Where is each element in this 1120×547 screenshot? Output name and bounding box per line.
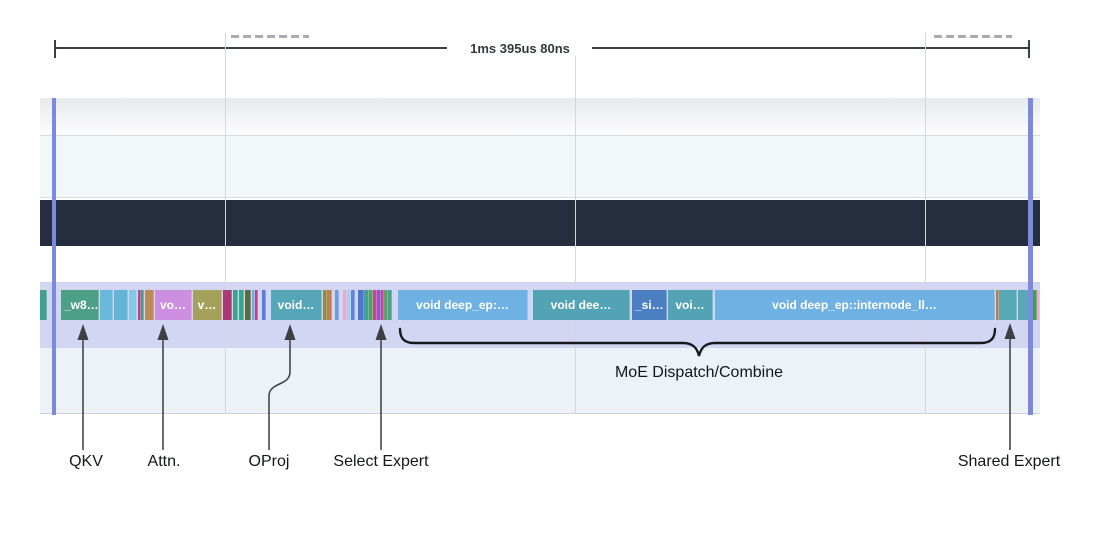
ruler-start-tick	[54, 40, 56, 58]
ruler-duration-label: 1ms 395us 80ns	[470, 41, 570, 56]
kernel-slice[interactable]	[114, 290, 128, 320]
kernel-slice[interactable]	[239, 290, 244, 320]
kernel-track: _w8… vo… v… void… void deep_ep:… void dee… _si…	[0, 290, 1120, 320]
kernel-slice[interactable]	[381, 290, 384, 320]
kernel-slice[interactable]	[377, 290, 381, 320]
kernel-slice[interactable]	[100, 290, 113, 320]
kernel-slice[interactable]	[364, 290, 369, 320]
timeline-rows	[40, 98, 1040, 415]
kernel-slice[interactable]: vo…	[155, 290, 192, 320]
kernel-slice-label: _si…	[635, 298, 664, 312]
kernel-slice[interactable]	[996, 290, 999, 320]
kernel-slice[interactable]	[999, 290, 1017, 320]
kernel-slice[interactable]	[233, 290, 238, 320]
kernel-slice[interactable]	[358, 290, 364, 320]
kernel-slice[interactable]	[369, 290, 373, 320]
ruler-end-tick	[1028, 40, 1030, 58]
kernel-slice-label: void…	[277, 298, 315, 312]
track-row-empty[interactable]	[40, 136, 1040, 198]
kernel-slice-label: void deep_ep:…	[416, 298, 509, 312]
ruler-line-right	[592, 47, 1029, 49]
kernel-slice[interactable]: v…	[193, 290, 222, 320]
kernel-slice[interactable]	[1037, 290, 1040, 320]
select-expert-label: Select Expert	[333, 453, 429, 470]
track-group-header-band[interactable]	[40, 200, 1040, 246]
oproj-label: OProj	[248, 453, 290, 470]
kernel-slice[interactable]	[373, 290, 377, 320]
kernel-slice-label: _w8…	[64, 298, 98, 312]
kernel-slice[interactable]	[223, 290, 232, 320]
kernel-slice[interactable]	[343, 290, 347, 320]
kernel-slice[interactable]	[129, 290, 137, 320]
kernel-slice[interactable]: void deep_ep::internode_ll…	[715, 290, 995, 320]
kernel-slice[interactable]	[145, 290, 154, 320]
time-gridline	[225, 33, 226, 414]
moe-dispatch-combine-label: MoE Dispatch/Combine	[614, 364, 784, 381]
kernel-slice-label: vo…	[159, 298, 186, 312]
kernel-slice[interactable]	[141, 290, 144, 320]
kernel-slice[interactable]	[255, 290, 258, 320]
kernel-slice[interactable]: void deep_ep:…	[398, 290, 528, 320]
kernel-slice[interactable]	[40, 290, 47, 320]
track-row-empty[interactable]	[40, 246, 1040, 282]
shared-expert-label: Shared Expert	[957, 453, 1061, 470]
kernel-slice[interactable]: _w8…	[61, 290, 99, 320]
kernel-slice-label: v…	[197, 298, 217, 312]
kernel-slice[interactable]	[252, 290, 255, 320]
kernel-slice-label: void dee…	[550, 298, 612, 312]
attn-label: Attn.	[147, 453, 181, 470]
truncated-timestamp-label	[934, 35, 1012, 38]
track-row-collapsed[interactable]	[40, 98, 1040, 136]
selection-marker-left[interactable]	[52, 98, 56, 415]
kernel-slice[interactable]	[245, 290, 251, 320]
kernel-slice[interactable]: void…	[271, 290, 322, 320]
ruler-line-left	[55, 47, 447, 49]
kernel-slice[interactable]	[138, 290, 141, 320]
kernel-slice[interactable]	[323, 290, 327, 320]
selection-marker-right[interactable]	[1028, 98, 1033, 415]
track-row-empty[interactable]	[40, 348, 1040, 414]
kernel-slice[interactable]	[347, 290, 351, 320]
time-gridline	[925, 33, 926, 414]
kernel-slice-label: voi…	[675, 298, 705, 312]
kernel-slice[interactable]	[388, 290, 392, 320]
kernel-slice[interactable]: void dee…	[533, 290, 630, 320]
kernel-slice[interactable]	[351, 290, 355, 320]
time-gridline	[575, 56, 576, 414]
kernel-slice-label: void deep_ep::internode_ll…	[772, 298, 937, 312]
truncated-timestamp-label	[231, 35, 309, 38]
kernel-slice[interactable]	[1030, 290, 1037, 320]
kernel-slice[interactable]: voi…	[668, 290, 713, 320]
kernel-slice[interactable]	[384, 290, 388, 320]
kernel-slice[interactable]	[335, 290, 339, 320]
kernel-slice[interactable]: _si…	[632, 290, 667, 320]
kernel-slice[interactable]	[262, 290, 266, 320]
kernel-slice[interactable]	[327, 290, 332, 320]
qkv-label: QKV	[69, 453, 103, 470]
